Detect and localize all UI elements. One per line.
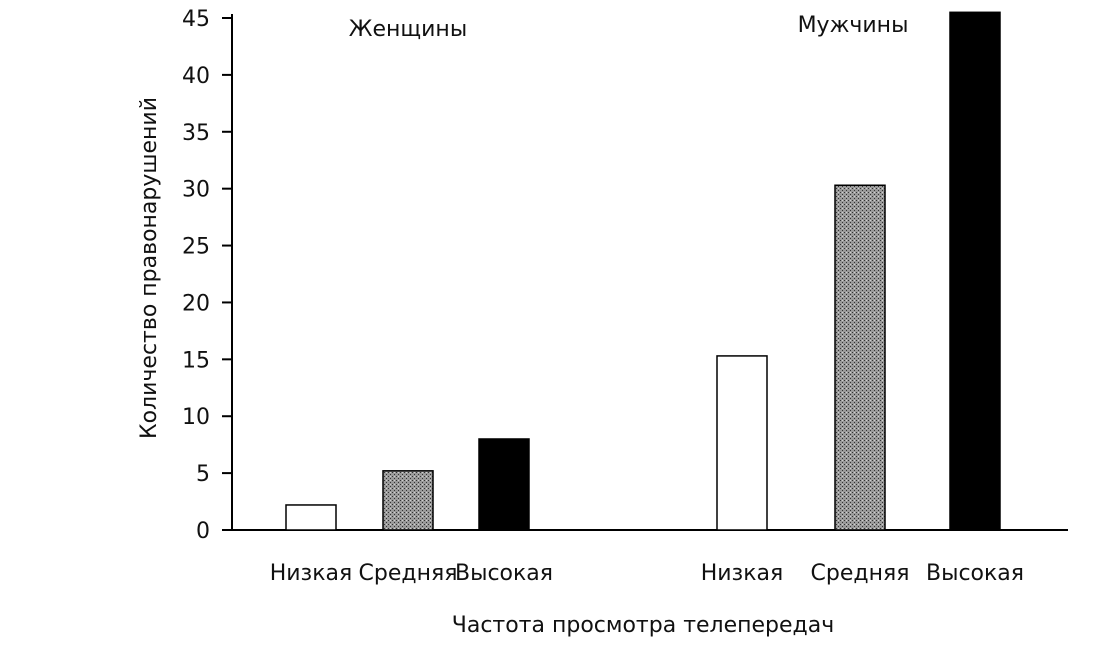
group-label: Мужчины: [798, 13, 909, 38]
x-tick-label: Высокая: [455, 561, 553, 586]
x-tick-label: Средняя: [359, 561, 458, 586]
y-tick-label: 40: [182, 64, 210, 89]
y-tick-label: 15: [182, 348, 210, 373]
y-tick-label: 30: [182, 178, 210, 203]
x-tick-label: Средняя: [811, 561, 910, 586]
bar-women-1: [382, 470, 434, 531]
y-tick-label: 10: [182, 405, 210, 430]
y-tick-label: 5: [196, 462, 210, 487]
bar-women-0: [285, 504, 337, 531]
bar-women-2: [478, 438, 530, 531]
bars: [285, 11, 1001, 531]
x-tick-label: Низкая: [270, 561, 353, 586]
group-labels: Женщины Мужчины: [349, 13, 909, 42]
bar-men-1: [834, 184, 886, 531]
bar-men-0: [716, 355, 768, 531]
x-axis-title: Частота просмотра телепередач: [452, 613, 835, 638]
y-tick-label: 0: [196, 519, 210, 544]
y-axis-title: Количество правонарушений: [137, 97, 162, 439]
y-tick-label: 25: [182, 235, 210, 260]
x-tick-label: Высокая: [926, 561, 1024, 586]
y-tick-label: 35: [182, 121, 210, 146]
bar-men-2: [949, 11, 1001, 531]
x-tick-label: Низкая: [701, 561, 784, 586]
group-label: Женщины: [349, 17, 467, 42]
y-axis: 0 5 10 15 20 25 30 35 40 45: [182, 7, 233, 544]
y-tick-label: 20: [182, 291, 210, 316]
y-tick-label: 45: [182, 7, 210, 32]
